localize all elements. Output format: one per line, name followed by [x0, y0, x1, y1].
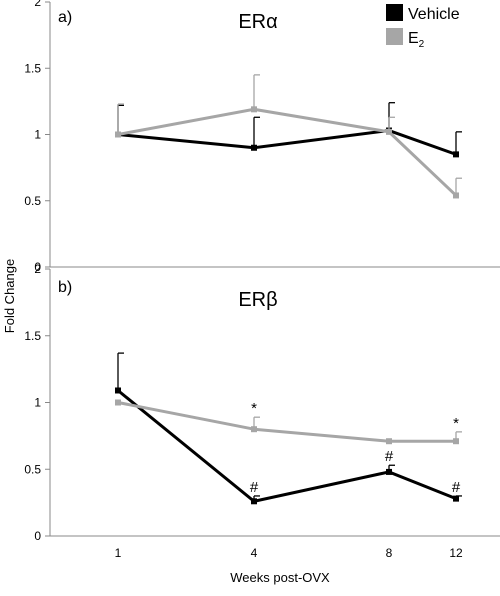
- p1-e2-data-point: [251, 426, 257, 433]
- panel-b-label: b): [58, 279, 72, 296]
- p0-vehicle-data-point: [251, 144, 257, 151]
- p1-x-tick-label: 12: [449, 546, 463, 560]
- p0-y-tick-label: 1.5: [24, 61, 41, 75]
- p0-y-tick-label: 0.5: [24, 194, 41, 208]
- panel-a-label: a): [58, 9, 72, 26]
- p0-y-tick-label: 1: [34, 128, 41, 142]
- y-axis-title: Fold Change: [2, 259, 17, 333]
- p1-vehicle-data-point: [115, 387, 121, 394]
- p1-e2-significance-marker: *: [453, 415, 459, 432]
- legend-swatch-e2: [386, 28, 403, 45]
- p1-vehicle-series-line: [117, 389, 457, 503]
- p1-x-tick-label: 1: [115, 546, 122, 560]
- legend-label-vehicle: Vehicle: [408, 6, 460, 23]
- legend-swatch-vehicle: [386, 4, 403, 21]
- p1-vehicle-data-point: [251, 498, 257, 505]
- p1-e2-significance-marker: *: [251, 400, 257, 417]
- p1-e2-data-point: [386, 438, 392, 445]
- p1-e2-data-point: [453, 438, 459, 445]
- p1-vehicle-data-point: [453, 495, 459, 502]
- p0-y-tick-label: 2: [34, 0, 41, 9]
- legend-label-e2: E2: [408, 30, 425, 50]
- panel-a-title: ERα: [238, 11, 277, 33]
- p0-y-tick-label: 0: [34, 260, 41, 274]
- p1-y-tick-label: 0: [34, 529, 41, 543]
- p1-x-tick-label: 4: [251, 546, 258, 560]
- p1-y-tick-label: 0.5: [24, 462, 41, 476]
- p1-y-tick-label: 2: [34, 262, 41, 276]
- panel-a: a) ERα 0 0.5 1 1.5 2: [24, 0, 500, 274]
- p0-e2-data-point: [386, 128, 392, 135]
- panel-b: b) ERβ 0 0.5 1 1.5 2 1 4 8 12 # # # * *: [24, 262, 500, 560]
- panel-b-title: ERβ: [238, 289, 277, 311]
- p0-vehicle-series-line: [117, 128, 457, 156]
- p0-e2-series-line: [117, 107, 458, 197]
- p1-y-tick-label: 1: [34, 396, 41, 410]
- p0-e2-data-point: [115, 131, 121, 138]
- p1-vehicle-data-point: [386, 468, 392, 475]
- legend: Vehicle E2: [386, 4, 460, 50]
- p1-vehicle-significance-marker: #: [385, 448, 394, 465]
- p1-e2-series-line: [117, 401, 456, 443]
- p0-e2-data-point: [453, 192, 459, 199]
- p1-e2-data-point: [115, 399, 121, 406]
- p1-vehicle-significance-marker: #: [250, 479, 259, 496]
- p1-vehicle-significance-marker: #: [452, 479, 461, 496]
- x-axis-title: Weeks post-OVX: [230, 570, 330, 585]
- p0-vehicle-data-point: [453, 151, 459, 158]
- p1-x-tick-label: 8: [386, 546, 393, 560]
- p0-e2-data-point: [251, 106, 257, 113]
- p1-y-tick-label: 1.5: [24, 329, 41, 343]
